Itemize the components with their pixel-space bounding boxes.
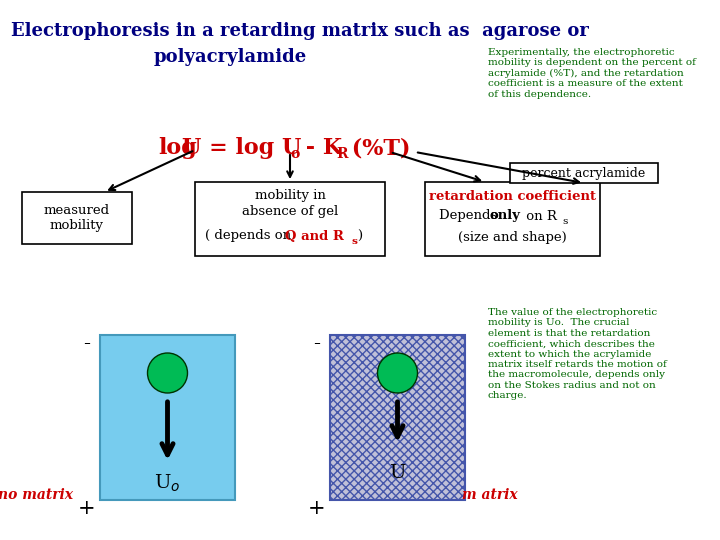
Text: U$_o$: U$_o$ [154, 472, 181, 494]
Text: Depends: Depends [439, 210, 502, 222]
Text: R: R [336, 147, 348, 161]
Text: mobility in: mobility in [255, 188, 325, 201]
Bar [330, 335, 465, 500]
Text: on R: on R [522, 210, 557, 222]
Text: -: - [313, 334, 320, 353]
Text: polyacrylamide: polyacrylamide [153, 48, 307, 66]
Text: no matrix: no matrix [0, 488, 73, 502]
Text: retardation coefficient: retardation coefficient [429, 190, 596, 202]
Text: s: s [562, 217, 567, 226]
Bar [195, 182, 385, 256]
Text: U: U [390, 464, 405, 482]
Bar [22, 192, 132, 244]
Bar [510, 163, 658, 183]
Text: only: only [490, 210, 521, 222]
Text: ( depends on: ( depends on [205, 230, 295, 242]
Text: (%T): (%T) [344, 137, 410, 159]
Text: U = log U: U = log U [182, 137, 302, 159]
Text: log: log [158, 137, 197, 159]
Text: +: + [308, 498, 326, 517]
Bar [100, 335, 235, 500]
Text: +: + [78, 498, 96, 517]
Bar [330, 335, 465, 500]
Text: o: o [290, 147, 300, 161]
Text: s: s [351, 237, 357, 246]
Circle shape [377, 353, 418, 393]
Text: - K: - K [298, 137, 342, 159]
Text: (size and shape): (size and shape) [458, 231, 567, 244]
Text: measured
mobility: measured mobility [44, 204, 110, 232]
Text: m atrix: m atrix [462, 488, 518, 502]
Text: Electrophoresis in a retarding matrix such as  agarose or: Electrophoresis in a retarding matrix su… [11, 22, 589, 40]
Text: percent acrylamide: percent acrylamide [523, 166, 646, 179]
Bar [425, 182, 600, 256]
Text: Experimentally, the electrophoretic
mobility is dependent on the percent of
acry: Experimentally, the electrophoretic mobi… [488, 48, 696, 99]
Circle shape [148, 353, 187, 393]
Text: Q and R: Q and R [285, 230, 344, 242]
Text: absence of gel: absence of gel [242, 205, 338, 218]
Text: ): ) [357, 230, 362, 242]
Text: The value of the electrophoretic
mobility is Uo.  The crucial
element is that th: The value of the electrophoretic mobilit… [488, 308, 667, 400]
Text: -: - [84, 334, 91, 353]
